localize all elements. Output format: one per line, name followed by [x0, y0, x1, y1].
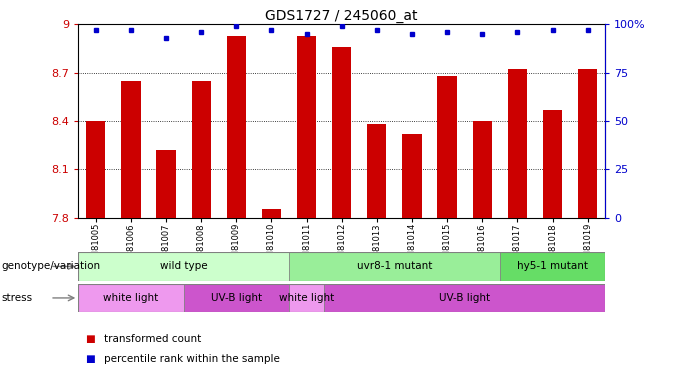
Text: stress: stress [1, 293, 33, 303]
Bar [156, 150, 175, 217]
Text: ■: ■ [85, 334, 95, 344]
Bar [86, 121, 105, 218]
Text: ■: ■ [85, 354, 95, 364]
Bar [192, 81, 211, 218]
Bar [508, 69, 527, 218]
Text: white light: white light [279, 293, 334, 303]
Text: transformed count: transformed count [104, 334, 201, 344]
Bar [578, 69, 597, 218]
Text: genotype/variation: genotype/variation [1, 261, 101, 272]
Bar [78, 252, 289, 280]
Text: wild type: wild type [160, 261, 207, 272]
Bar [289, 252, 500, 280]
Bar [437, 76, 457, 217]
Bar [332, 47, 352, 217]
Bar [262, 210, 281, 218]
Bar [289, 284, 324, 312]
Bar [367, 124, 386, 218]
Text: UV-B light: UV-B light [211, 293, 262, 303]
Bar [543, 110, 562, 218]
Text: white light: white light [103, 293, 158, 303]
Bar [297, 36, 316, 218]
Text: UV-B light: UV-B light [439, 293, 490, 303]
Bar [473, 121, 492, 218]
Bar [226, 36, 246, 218]
Bar [403, 134, 422, 218]
Text: percentile rank within the sample: percentile rank within the sample [104, 354, 280, 364]
Bar [500, 252, 605, 280]
Bar [121, 81, 141, 218]
Bar [324, 284, 605, 312]
Bar [78, 284, 184, 312]
Text: uvr8-1 mutant: uvr8-1 mutant [357, 261, 432, 272]
Bar [184, 284, 289, 312]
Text: hy5-1 mutant: hy5-1 mutant [517, 261, 588, 272]
Title: GDS1727 / 245060_at: GDS1727 / 245060_at [265, 9, 418, 23]
